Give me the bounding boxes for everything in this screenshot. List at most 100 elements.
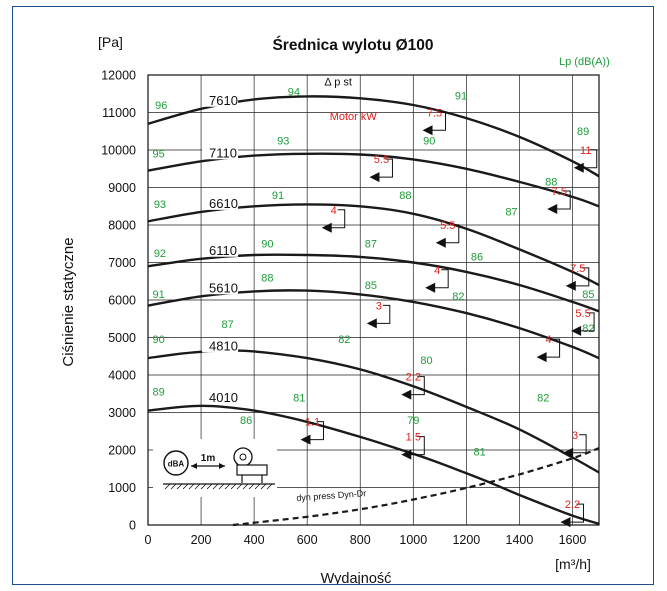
y-tick-label: 7000 xyxy=(108,256,136,270)
y-tick-label: 4000 xyxy=(108,369,136,383)
y-tick-label: 5000 xyxy=(108,331,136,345)
sound-level-label: 89 xyxy=(152,387,164,399)
hatch-stroke xyxy=(236,483,243,490)
hatch-stroke xyxy=(176,483,183,490)
hatch-stroke xyxy=(248,483,255,490)
motor-power-label: 7.5 xyxy=(570,263,585,275)
motor-bracket xyxy=(441,224,460,244)
series-label: 4010 xyxy=(209,390,238,405)
sound-level-label: 86 xyxy=(240,415,252,427)
motor-arrow-icon xyxy=(369,172,380,183)
motor-arrow-icon xyxy=(422,125,433,136)
sound-level-label: 82 xyxy=(582,323,594,335)
y-tick-label: 2000 xyxy=(108,444,136,458)
arrow-left-icon xyxy=(191,463,197,469)
motor-bracket xyxy=(431,269,449,289)
measurement-inset: dBA 1m xyxy=(153,439,277,497)
sound-level-label: 93 xyxy=(277,135,289,147)
sound-level-label: 88 xyxy=(261,272,273,284)
x-tick-label: 1200 xyxy=(452,533,480,547)
motor-power-label: 11 xyxy=(580,145,591,157)
sound-level-legend: Lp (dB(A)) xyxy=(559,56,610,68)
motor-bracket xyxy=(407,376,425,396)
sound-level-label: 93 xyxy=(154,199,166,211)
chart-canvas: Średnica wylotu Ø100 [Pa] Lp (dB(A)) Ciś… xyxy=(60,34,610,584)
motor-bracket xyxy=(553,190,571,210)
series-label-bg xyxy=(202,147,239,160)
x-tick-label: 1400 xyxy=(506,533,534,547)
y-axis-label: Ciśnienie statyczne xyxy=(60,237,77,366)
motor-arrow-icon xyxy=(401,449,412,460)
motor-bracket xyxy=(407,436,425,456)
motor-arrow-icon xyxy=(536,352,547,363)
y-tick-label: 12000 xyxy=(101,69,136,83)
x-tick-label: 200 xyxy=(191,533,212,547)
fan-icon xyxy=(233,447,268,483)
hatch-stroke xyxy=(224,483,231,490)
sound-level-label: 91 xyxy=(152,289,164,301)
motor-arrow-icon xyxy=(321,222,332,233)
motor-arrow-icon xyxy=(435,237,446,248)
hatch-stroke xyxy=(218,483,225,490)
motor-bracket xyxy=(569,434,587,454)
hatch-stroke xyxy=(254,483,261,490)
sound-level-label: 88 xyxy=(545,177,557,189)
series-label-bg xyxy=(202,94,239,107)
series-line xyxy=(147,349,600,474)
series-line xyxy=(147,404,600,526)
chart-title: Średnica wylotu Ø100 xyxy=(272,36,433,54)
x-tick-label: 600 xyxy=(297,533,318,547)
motor-arrow-icon xyxy=(560,517,571,528)
dynamic-pressure-line xyxy=(232,447,600,527)
motor-bracket xyxy=(571,267,590,287)
motor-power-label: 3 xyxy=(572,430,578,442)
series-label: 7110 xyxy=(209,145,237,160)
plot-border xyxy=(147,74,600,526)
motor-bracket xyxy=(372,304,391,324)
x-tick-label: 400 xyxy=(244,533,265,547)
hatch-stroke xyxy=(194,483,201,490)
sound-level-label: 82 xyxy=(452,291,464,303)
sound-level-label: 82 xyxy=(537,392,549,404)
hatch-stroke xyxy=(200,483,207,490)
y-tick-label: 9000 xyxy=(108,181,136,195)
ground-hatch xyxy=(164,483,273,490)
motor-arrow-icon xyxy=(563,447,574,458)
motor-power-label: 4 xyxy=(331,205,337,217)
series-label: 6610 xyxy=(209,196,238,211)
sound-level-label: 88 xyxy=(399,190,411,202)
motor-arrow-icon xyxy=(366,318,377,329)
fan-curves: 7610 7110 6610 6110 5610 4810 4010 xyxy=(147,93,600,527)
hatch-stroke xyxy=(242,483,249,490)
y-tick-label: 8000 xyxy=(108,219,136,233)
hatch-stroke xyxy=(266,483,273,490)
sound-level-label: 90 xyxy=(261,239,273,251)
sound-level-label: 89 xyxy=(577,126,589,138)
motor-arrow-icon xyxy=(547,204,558,214)
motor-arrow-icon xyxy=(425,282,436,293)
hatch-stroke xyxy=(164,483,171,490)
hatch-stroke xyxy=(188,483,195,490)
sound-level-label: 81 xyxy=(293,392,305,404)
sound-level-label: 95 xyxy=(152,149,164,161)
series-label: 6110 xyxy=(209,243,237,258)
series-label: 4810 xyxy=(209,338,238,353)
sound-level-label: 94 xyxy=(288,87,300,99)
sound-level-label: 90 xyxy=(423,135,435,147)
series-label: 5610 xyxy=(209,280,238,295)
motor-power-label: 4 xyxy=(434,265,440,277)
y-unit-label: [Pa] xyxy=(98,34,123,50)
x-tick-label: 800 xyxy=(350,533,371,547)
sound-level-label: 87 xyxy=(221,319,233,331)
hatch-stroke xyxy=(206,483,213,490)
hatch-stroke xyxy=(170,483,177,490)
motor-bracket xyxy=(375,158,393,178)
y-tick-label: 11000 xyxy=(102,106,136,120)
hatch-stroke xyxy=(260,483,267,490)
motor-label: Motor kW xyxy=(330,111,378,123)
sound-level-label: 85 xyxy=(365,280,377,292)
series-label-bg xyxy=(202,340,239,353)
motor-power-label: 2.2 xyxy=(565,499,580,511)
x-tick-label: 1600 xyxy=(559,533,587,547)
motor-power-label: 4 xyxy=(546,334,552,346)
